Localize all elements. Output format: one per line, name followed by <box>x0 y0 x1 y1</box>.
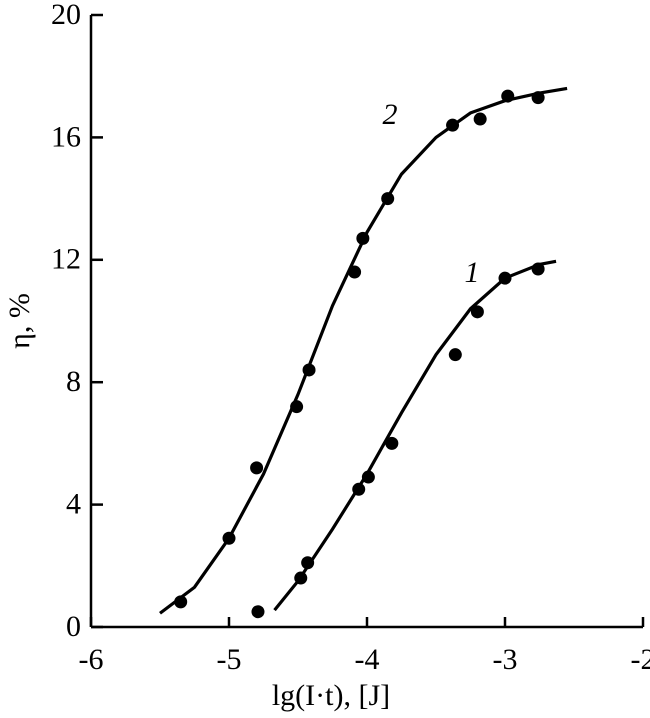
data-point <box>302 363 316 377</box>
data-point <box>352 482 366 496</box>
data-point <box>294 571 308 585</box>
x-tick-label: -5 <box>217 643 242 676</box>
data-point <box>446 118 460 132</box>
data-point <box>448 348 462 362</box>
y-tick-label: 8 <box>66 365 81 398</box>
data-point <box>250 461 264 475</box>
x-axis-label: lg(I·t), [J] <box>272 679 390 712</box>
data-point <box>290 400 304 414</box>
data-point <box>531 262 545 276</box>
data-point <box>381 192 395 206</box>
x-tick-label: -3 <box>493 643 518 676</box>
y-axis-label: η, % <box>3 293 36 349</box>
x-tick-label: -4 <box>355 643 380 676</box>
data-point <box>473 112 487 126</box>
data-point <box>385 436 399 450</box>
y-tick-label: 12 <box>51 243 81 276</box>
data-point <box>222 531 236 545</box>
y-tick-label: 4 <box>66 487 81 520</box>
data-point <box>470 305 484 319</box>
data-point <box>251 605 265 619</box>
data-point <box>501 89 515 103</box>
y-tick-label: 16 <box>51 120 81 153</box>
y-tick-label: 20 <box>51 0 81 31</box>
data-point <box>174 595 188 609</box>
data-point <box>356 231 370 245</box>
fit-curve <box>273 259 557 612</box>
data-point <box>348 265 362 279</box>
curve-label: 1 <box>465 256 480 289</box>
data-point <box>531 91 545 105</box>
data-point <box>498 271 512 285</box>
curve-label: 2 <box>383 98 398 131</box>
data-point <box>361 470 375 484</box>
x-tick-label: -2 <box>631 643 650 676</box>
data-point <box>301 556 315 570</box>
x-tick-label: -6 <box>79 643 104 676</box>
fit-curve <box>159 86 568 615</box>
y-tick-label: 0 <box>66 610 81 643</box>
